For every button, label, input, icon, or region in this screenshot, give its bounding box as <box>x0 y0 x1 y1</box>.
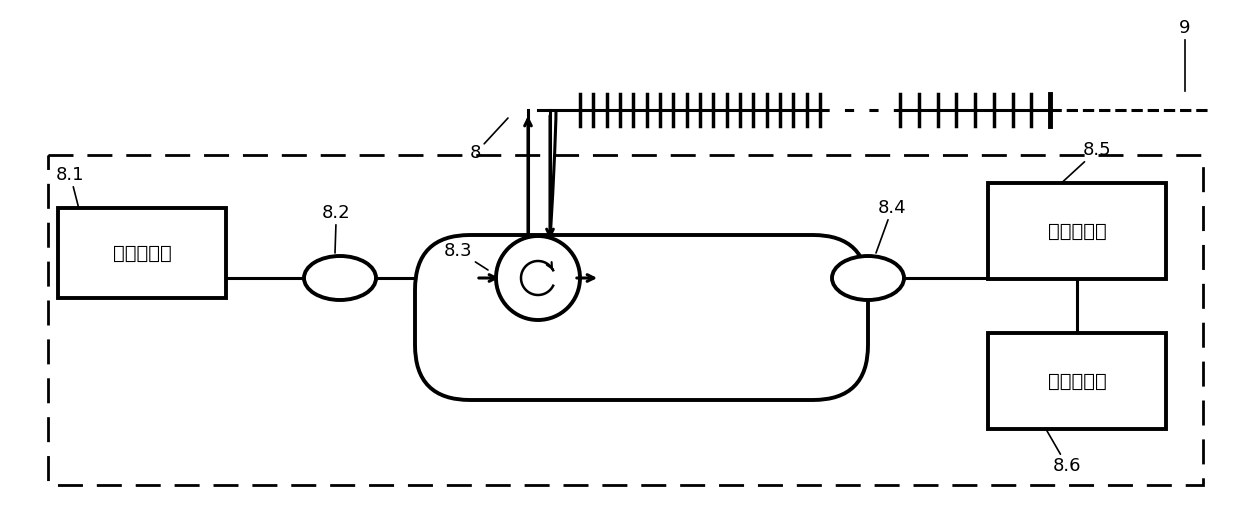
Text: 8.5: 8.5 <box>1056 141 1111 188</box>
FancyBboxPatch shape <box>988 183 1166 279</box>
Text: 8.3: 8.3 <box>444 242 489 270</box>
Text: 8.4: 8.4 <box>875 199 906 253</box>
Text: 光电探测器: 光电探测器 <box>1048 221 1106 241</box>
Text: 数据采集卡: 数据采集卡 <box>1048 372 1106 390</box>
Ellipse shape <box>832 256 904 300</box>
Ellipse shape <box>304 256 376 300</box>
FancyBboxPatch shape <box>58 208 226 298</box>
Circle shape <box>496 236 580 320</box>
Text: 8.1: 8.1 <box>56 166 84 213</box>
Text: 8.2: 8.2 <box>322 204 351 253</box>
FancyBboxPatch shape <box>988 333 1166 429</box>
Text: 可调谐光源: 可调谐光源 <box>113 243 171 263</box>
Text: 8: 8 <box>470 118 508 162</box>
Text: 9: 9 <box>1179 19 1190 37</box>
Text: 8.6: 8.6 <box>1043 424 1081 475</box>
